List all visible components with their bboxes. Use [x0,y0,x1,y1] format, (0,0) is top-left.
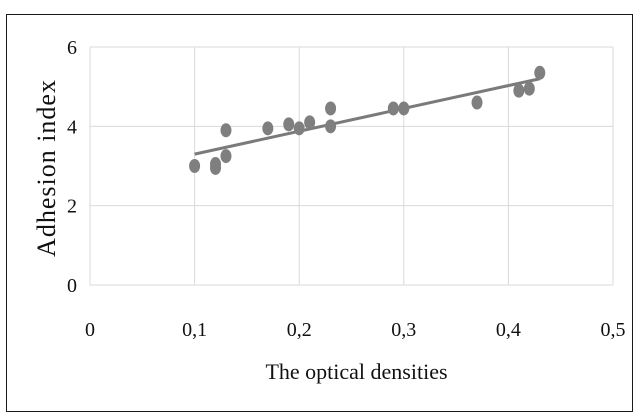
y-tick-label: 2 [67,196,77,218]
y-tick-labels: 0 2 4 6 [67,37,77,297]
x-tick-label: 0,2 [287,319,312,341]
data-point [398,101,410,116]
data-point [523,81,535,96]
x-tick-label: 0,5 [601,319,626,341]
data-points [189,65,546,175]
scatter-chart: 0 2 4 6 0 0,1 0,2 0,3 0,4 0,5 Adhesion index The… [32,37,626,384]
data-point [304,115,316,130]
y-axis-title: Adhesion index [32,79,61,257]
data-point [210,157,222,172]
data-point [220,149,232,164]
data-point [220,123,232,138]
x-tick-label: 0,3 [391,319,416,341]
trendline [194,77,541,156]
data-point [293,121,305,136]
grid-lines [89,46,614,286]
x-axis-title: The optical densities [265,359,447,384]
data-point [325,119,337,134]
y-tick-label: 4 [67,116,77,138]
data-point [262,121,274,136]
x-tick-label: 0,4 [496,319,521,341]
data-point [513,83,525,98]
data-point [534,65,546,80]
data-point [387,101,399,116]
x-tick-labels: 0 0,1 0,2 0,3 0,4 0,5 [85,319,626,341]
data-point [471,95,483,110]
data-point [189,159,201,173]
y-tick-label: 6 [67,37,77,59]
x-tick-label: 0,1 [182,319,207,341]
chart-frame: 0 2 4 6 0 0,1 0,2 0,3 0,4 0,5 Adhesion index The… [6,14,633,412]
data-point [283,117,295,132]
y-tick-label: 0 [67,275,77,297]
data-point [325,101,337,116]
x-tick-label: 0 [85,319,95,341]
